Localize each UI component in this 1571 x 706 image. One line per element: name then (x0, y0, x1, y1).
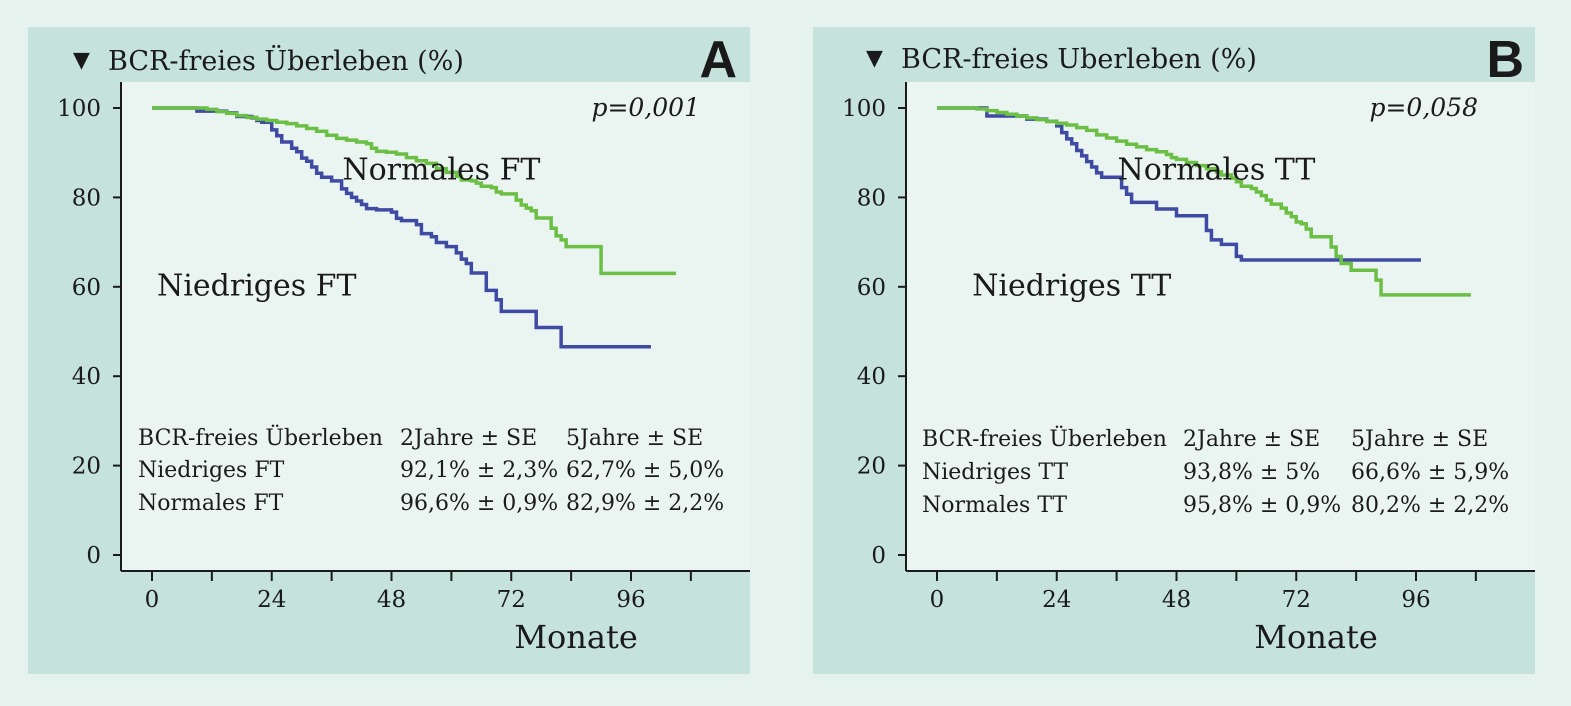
y-tick-label: 100 (842, 96, 886, 122)
table-header-cell: BCR-freies Überleben (138, 424, 383, 451)
y-tick-label: 60 (857, 275, 886, 301)
table-header-cell: 5Jahre ± SE (1351, 427, 1488, 452)
table-cell: Normales FT (138, 491, 284, 516)
y-tick-label: 80 (857, 185, 886, 211)
table-header-cell: BCR-freies Überleben (922, 425, 1167, 452)
table-cell: 66,6% ± 5,9% (1351, 460, 1509, 485)
table-cell: 92,1% ± 2,3% (400, 458, 558, 483)
x-tick-label: 72 (1282, 587, 1311, 613)
panel-letter: B (1486, 31, 1524, 89)
series-line-normales-ft (152, 106, 676, 276)
x-tick-label: 24 (257, 587, 286, 613)
table-cell: Niedriges FT (138, 458, 285, 483)
y-tick-label: 20 (72, 454, 101, 480)
table-cell: 62,7% ± 5,0% (566, 458, 724, 483)
title-marker-icon: ▼ (73, 48, 90, 73)
y-tick-label: 0 (871, 543, 886, 569)
table-header-cell: 2Jahre ± SE (400, 426, 537, 451)
table-cell: Normales TT (922, 493, 1067, 518)
title-marker-icon: ▼ (866, 46, 883, 71)
p-value: p=0,001 (591, 93, 700, 122)
x-tick-label: 0 (145, 587, 160, 613)
chart-title: BCR-freies Überleben (%) (108, 43, 464, 77)
table-cell: 95,8% ± 0,9% (1183, 493, 1341, 518)
y-tick-label: 100 (57, 96, 101, 122)
y-tick-label: 20 (857, 454, 886, 480)
x-tick-label: 96 (616, 587, 645, 613)
x-tick-label: 0 (930, 587, 945, 613)
series-annotation: Niedriges FT (157, 269, 356, 304)
x-tick-label: 48 (377, 587, 406, 613)
series-line-niedriges-tt (937, 106, 1421, 262)
series-annotation: Normales TT (1117, 153, 1315, 188)
y-tick-label: 80 (72, 185, 101, 211)
table-header-cell: 2Jahre ± SE (1183, 427, 1320, 452)
table-cell: Niedriges TT (922, 460, 1068, 485)
chart-panel-a: 0 20 40 60 80 100 0 24 48 72 96 ▼ BCR-freies Überleb… (28, 27, 750, 674)
series-line-niedriges-ft (152, 106, 651, 349)
panel-letter: A (699, 31, 737, 89)
table-cell: 96,6% ± 0,9% (400, 491, 558, 516)
table-cell: 82,9% ± 2,2% (566, 491, 724, 516)
table-header-cell: 5Jahre ± SE (566, 426, 703, 451)
y-tick-label: 40 (857, 364, 886, 390)
x-tick-label: 96 (1401, 587, 1430, 613)
plot-area (906, 82, 1535, 571)
table-cell: 80,2% ± 2,2% (1351, 493, 1509, 518)
x-tick-label: 48 (1162, 587, 1191, 613)
chart-panel-b: 0 20 40 60 80 100 0 24 48 72 96 ▼ BCR-freies Uberleb… (813, 27, 1535, 674)
series-annotation: Niedriges TT (972, 269, 1171, 304)
x-tick-label: 24 (1042, 587, 1071, 613)
table-cell: 93,8% ± 5% (1183, 460, 1320, 485)
x-tick-label: 72 (497, 587, 526, 613)
x-axis-label: Monate (1254, 618, 1378, 656)
x-axis-label: Monate (514, 618, 638, 656)
y-tick-label: 60 (72, 275, 101, 301)
series-line-normales-tt (937, 106, 1471, 297)
series-annotation: Normales FT (342, 153, 540, 188)
y-tick-label: 40 (72, 364, 101, 390)
chart-title: BCR-freies Uberleben (%) (901, 44, 1257, 75)
y-tick-label: 0 (86, 543, 101, 569)
p-value: p=0,058 (1369, 93, 1478, 122)
